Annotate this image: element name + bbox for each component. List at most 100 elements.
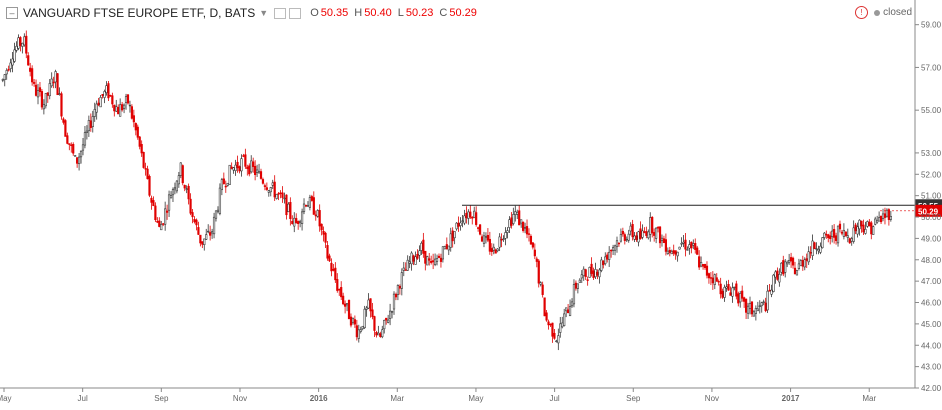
candle	[623, 232, 626, 245]
candle	[175, 180, 178, 194]
candle	[789, 252, 793, 268]
settings-icon[interactable]	[274, 7, 287, 19]
candle	[784, 258, 787, 278]
candle	[97, 97, 100, 107]
candle	[342, 292, 345, 306]
visibility-icon[interactable]	[289, 7, 302, 19]
candle-body	[340, 287, 343, 298]
candle-body	[774, 271, 777, 278]
candle-body	[295, 218, 298, 224]
collapse-legend-button[interactable]: –	[6, 7, 18, 19]
candle-body	[760, 302, 763, 307]
candle-body	[629, 225, 632, 232]
candle	[269, 186, 272, 197]
candle	[482, 231, 486, 248]
price-tick-label: 55.00	[921, 106, 942, 115]
candle	[101, 94, 104, 99]
candle	[541, 281, 544, 298]
candle	[608, 246, 611, 267]
candle	[559, 316, 562, 338]
candle-body	[275, 194, 278, 199]
candle-body	[101, 94, 104, 96]
candle-body	[246, 166, 249, 169]
candle	[416, 249, 419, 260]
time-tick-label: Nov	[233, 394, 247, 403]
candle-body	[406, 259, 409, 271]
candle	[762, 299, 765, 306]
candle-body	[803, 259, 806, 268]
candle	[17, 34, 20, 51]
candle	[568, 299, 572, 317]
candle	[336, 273, 339, 293]
candle	[504, 227, 507, 246]
candle	[363, 305, 366, 330]
candle-body	[838, 223, 842, 230]
candle	[244, 148, 247, 169]
candle-body	[672, 250, 675, 254]
candle-body	[113, 104, 116, 112]
candle	[375, 330, 378, 338]
candle-body	[566, 309, 570, 314]
candle	[177, 171, 180, 188]
candle-body	[829, 235, 832, 239]
candle-body	[437, 255, 441, 258]
alert-icon[interactable]: !	[855, 6, 869, 19]
candle-body	[199, 234, 202, 244]
candle-body	[285, 194, 288, 216]
candle	[846, 228, 849, 243]
price-tick-label: 49.00	[921, 234, 942, 243]
candle	[788, 253, 791, 265]
candle	[287, 202, 290, 213]
candle	[746, 302, 750, 320]
candle-body	[281, 192, 284, 198]
candle-body	[467, 211, 470, 219]
candle-body	[813, 242, 816, 249]
candle-body	[189, 198, 192, 214]
candle	[359, 326, 362, 334]
candle-body	[9, 62, 12, 69]
candle	[682, 234, 685, 248]
candle	[121, 101, 124, 112]
candle	[261, 177, 265, 185]
candle	[222, 172, 225, 185]
candle-body	[344, 303, 347, 307]
candle-body	[36, 90, 40, 98]
candle-body	[522, 221, 525, 231]
price-tick-label: 48.00	[921, 256, 942, 265]
candle-body	[91, 116, 94, 127]
candle-body	[299, 220, 302, 223]
candle-body	[15, 45, 18, 51]
candle-body	[817, 249, 820, 252]
candle	[79, 150, 83, 164]
candle-body	[7, 69, 10, 71]
candle	[105, 81, 108, 96]
candle	[518, 205, 521, 226]
candle-body	[889, 216, 892, 220]
candle	[361, 325, 364, 331]
candle-body	[690, 241, 693, 249]
candle-body	[83, 132, 87, 146]
candle-body	[207, 230, 210, 233]
price-tick-label: 43.00	[921, 363, 942, 372]
candle-body	[825, 233, 828, 236]
candle	[304, 204, 308, 208]
candle-body	[418, 250, 421, 256]
candle	[782, 255, 785, 277]
candle-body	[674, 250, 677, 255]
candle-body	[435, 258, 439, 262]
candle-body	[572, 284, 576, 305]
candle-body	[746, 305, 750, 314]
symbol-title[interactable]: VANGUARD FTSE EUROPE ETF, D, BATS	[23, 6, 256, 20]
candle-body	[551, 322, 554, 337]
candle	[514, 205, 517, 222]
candle	[705, 261, 709, 279]
candle-body	[387, 319, 390, 323]
candle-body	[523, 227, 527, 229]
candle	[183, 184, 186, 192]
candle-body	[762, 301, 765, 303]
candle-body	[531, 242, 534, 248]
price-tick-label: 51.00	[921, 192, 942, 201]
candle-body	[396, 285, 400, 295]
chevron-down-icon[interactable]: ▼	[259, 8, 269, 18]
